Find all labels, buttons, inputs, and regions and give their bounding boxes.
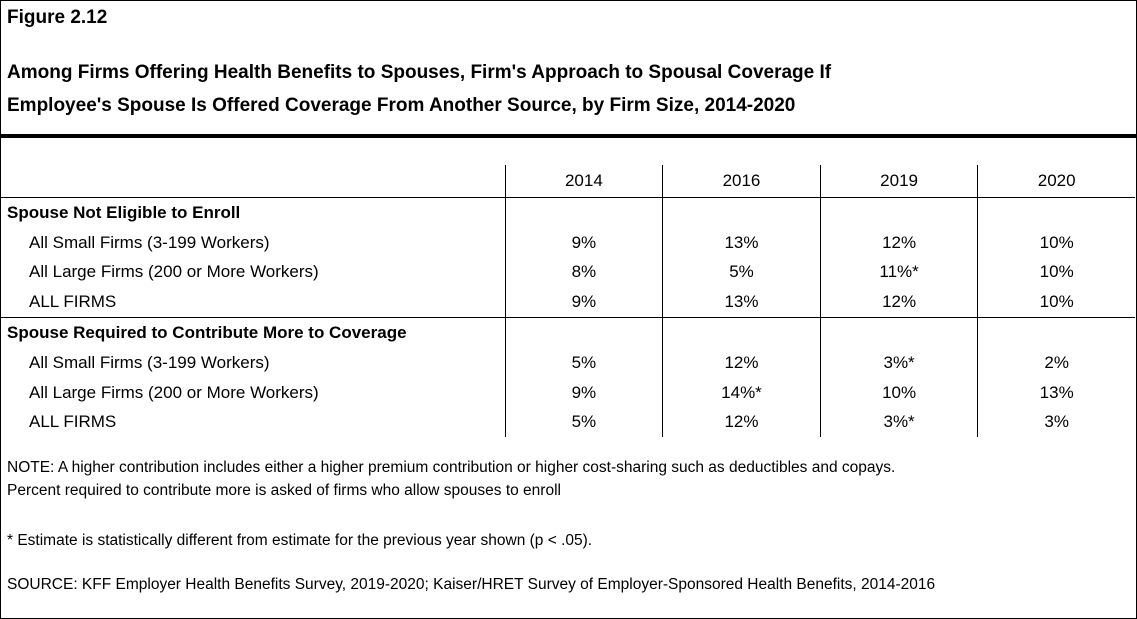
cell-value: 13% <box>662 227 821 258</box>
table-row: ALL FIRMS 5% 12% 3%* 3% <box>0 407 1135 438</box>
cell-value: 12% <box>662 347 821 378</box>
cell-value: 10% <box>819 377 978 408</box>
cell-value: 11%* <box>819 257 978 288</box>
row-label: All Small Firms (3-199 Workers) <box>29 232 270 252</box>
cell-value: 12% <box>819 287 978 318</box>
cell-value: 13% <box>662 287 821 318</box>
col-header: 2019 <box>819 165 978 198</box>
source-text: SOURCE: KFF Employer Health Benefits Sur… <box>7 576 936 593</box>
header-row: 2014 2016 2019 2020 <box>0 165 1135 198</box>
row-label: All Small Firms (3-199 Workers) <box>29 352 270 372</box>
table-row: All Small Firms (3-199 Workers) 5% 12% 3… <box>0 347 1135 378</box>
section-row: Spouse Required to Contribute More to Co… <box>0 317 1135 348</box>
cell-value: 5% <box>504 347 663 378</box>
cell-value: 14%* <box>662 377 821 408</box>
cell-value: 5% <box>662 257 821 288</box>
col-header: 2016 <box>662 165 821 198</box>
cell-value: 10% <box>977 227 1135 258</box>
cell-value: 8% <box>504 257 663 288</box>
note-line-2: Percent required to contribute more is a… <box>7 482 561 499</box>
cell-value: 3%* <box>819 407 978 438</box>
cell-value: 12% <box>662 407 821 438</box>
figure-label: Figure 2.12 <box>7 7 108 28</box>
header-blank <box>0 165 506 198</box>
cell-value: 10% <box>977 287 1135 318</box>
section-title: Spouse Required to Contribute More to Co… <box>0 317 506 348</box>
cell-value: 10% <box>977 257 1135 288</box>
col-header: 2020 <box>977 165 1135 198</box>
row-label: ALL FIRMS <box>29 292 117 312</box>
table-row: All Large Firms (200 or More Workers) 8%… <box>0 257 1135 288</box>
cell-value: 9% <box>504 227 663 258</box>
cell-value: 9% <box>504 287 663 318</box>
cell-value: 5% <box>504 407 663 438</box>
title-line-1: Among Firms Offering Health Benefits to … <box>7 62 832 83</box>
cell-value: 3%* <box>819 347 978 378</box>
section-title: Spouse Not Eligible to Enroll <box>7 202 241 222</box>
table-row: All Large Firms (200 or More Workers) 9%… <box>0 377 1135 408</box>
data-table: 2014 2016 2019 2020 Spouse Not Eligible … <box>0 165 1135 438</box>
table-row: ALL FIRMS 9% 13% 12% 10% <box>0 287 1135 318</box>
row-label: All Large Firms (200 or More Workers) <box>29 382 319 402</box>
col-header: 2014 <box>504 165 663 198</box>
title-line-2: Employee's Spouse Is Offered Coverage Fr… <box>7 95 796 116</box>
row-label: All Large Firms (200 or More Workers) <box>29 262 319 282</box>
asterisk-note: * Estimate is statistically different fr… <box>7 532 593 549</box>
cell-value: 9% <box>504 377 663 408</box>
table-row: All Small Firms (3-199 Workers) 9% 13% 1… <box>0 227 1135 258</box>
figure-title: Among Firms Offering Health Benefits to … <box>7 56 1117 122</box>
cell-value: 13% <box>977 377 1135 408</box>
note-text: NOTE: A higher contribution includes eit… <box>7 456 895 502</box>
cell-value: 12% <box>819 227 978 258</box>
note-line-1: NOTE: A higher contribution includes eit… <box>7 459 896 476</box>
cell-value: 3% <box>977 407 1135 438</box>
cell-value: 2% <box>977 347 1135 378</box>
row-label: ALL FIRMS <box>29 412 117 432</box>
section-row: Spouse Not Eligible to Enroll <box>0 197 1135 228</box>
title-divider <box>0 134 1137 138</box>
